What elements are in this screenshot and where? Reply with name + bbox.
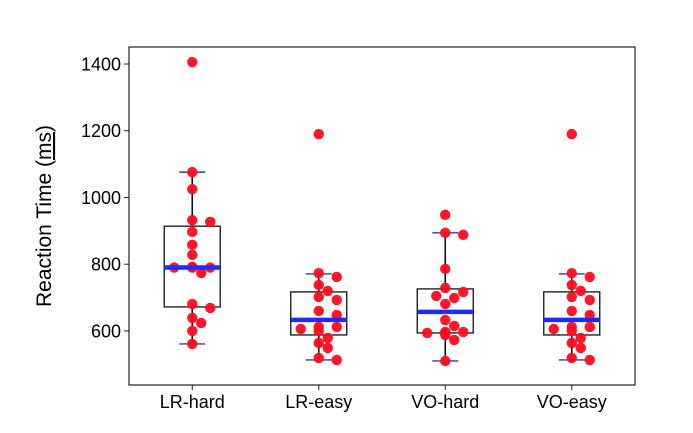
x-tick-label: VO-easy — [537, 392, 607, 412]
data-point — [566, 305, 577, 317]
plot-frame — [128, 46, 636, 386]
data-point — [331, 354, 342, 366]
data-point — [584, 271, 595, 283]
x-tick-label: LR-easy — [285, 392, 352, 412]
data-point — [322, 332, 333, 344]
data-point — [313, 305, 324, 317]
data-point — [322, 342, 333, 354]
box-group-VO-hard — [416, 209, 474, 367]
data-point — [295, 323, 306, 335]
data-point — [187, 166, 198, 178]
data-point — [187, 249, 198, 261]
data-point — [187, 239, 198, 251]
data-point — [566, 279, 577, 291]
y-tick-label: 1000 — [81, 188, 121, 208]
data-point — [187, 338, 198, 350]
data-point — [187, 214, 198, 226]
data-point — [331, 309, 342, 321]
box-group-LR-hard — [163, 56, 221, 350]
chart-marks — [163, 56, 601, 367]
data-point — [313, 128, 324, 140]
data-point — [187, 312, 198, 324]
data-point — [313, 352, 324, 364]
y-tick-label: 800 — [91, 255, 121, 275]
data-point — [431, 290, 442, 302]
data-point — [584, 294, 595, 306]
data-point — [440, 227, 451, 239]
data-point — [313, 291, 324, 303]
data-point — [322, 285, 333, 297]
data-point — [440, 298, 451, 310]
data-point — [196, 317, 207, 329]
y-axis-label-unit: ms — [33, 132, 56, 160]
box-group-VO-easy — [543, 128, 601, 366]
data-point — [440, 355, 451, 367]
data-point — [575, 342, 586, 354]
data-point — [331, 294, 342, 306]
y-axis-label: Reaction Time (ms) — [33, 125, 56, 307]
data-point — [449, 334, 460, 346]
data-point — [205, 216, 216, 228]
x-tick-label: LR-hard — [160, 392, 225, 412]
x-axis: LR-hard LR-easy VO-hard VO-easy — [160, 385, 607, 412]
data-point — [331, 321, 342, 333]
data-point — [187, 325, 198, 337]
data-point — [449, 320, 460, 332]
data-point — [313, 279, 324, 291]
data-point — [205, 302, 216, 314]
data-point — [575, 285, 586, 297]
data-point — [313, 268, 324, 279]
data-point — [566, 352, 577, 364]
data-point — [440, 314, 451, 326]
data-point — [566, 268, 577, 279]
data-point — [440, 209, 451, 221]
data-point — [566, 128, 577, 140]
data-point — [584, 321, 595, 333]
data-point — [566, 325, 577, 337]
y-axis-label-suffix: ) — [33, 125, 56, 132]
data-point — [440, 263, 451, 275]
data-point — [187, 56, 198, 68]
y-tick-label: 1400 — [81, 55, 121, 75]
data-point — [196, 267, 207, 279]
data-point — [440, 282, 451, 294]
x-tick-label: VO-hard — [411, 392, 479, 412]
data-point — [458, 286, 469, 298]
y-axis-label-prefix: Reaction Time ( — [33, 160, 56, 307]
data-point — [575, 332, 586, 344]
data-point — [458, 326, 469, 338]
data-point — [584, 309, 595, 321]
box-group-LR-easy — [290, 128, 348, 366]
data-point — [566, 291, 577, 303]
data-point — [548, 323, 559, 335]
data-point — [187, 183, 198, 195]
data-point — [449, 292, 460, 304]
y-tick-label: 1200 — [81, 121, 121, 141]
data-point — [313, 337, 324, 349]
data-point — [187, 226, 198, 238]
y-axis: 600 800 1000 1200 1400 — [81, 55, 129, 341]
y-tick-label: 600 — [91, 321, 121, 341]
data-point — [422, 327, 433, 339]
data-point — [331, 271, 342, 283]
data-point — [440, 329, 451, 341]
data-point — [313, 325, 324, 337]
data-point — [584, 354, 595, 366]
data-point — [458, 229, 469, 241]
data-point — [566, 337, 577, 349]
data-point — [187, 298, 198, 310]
